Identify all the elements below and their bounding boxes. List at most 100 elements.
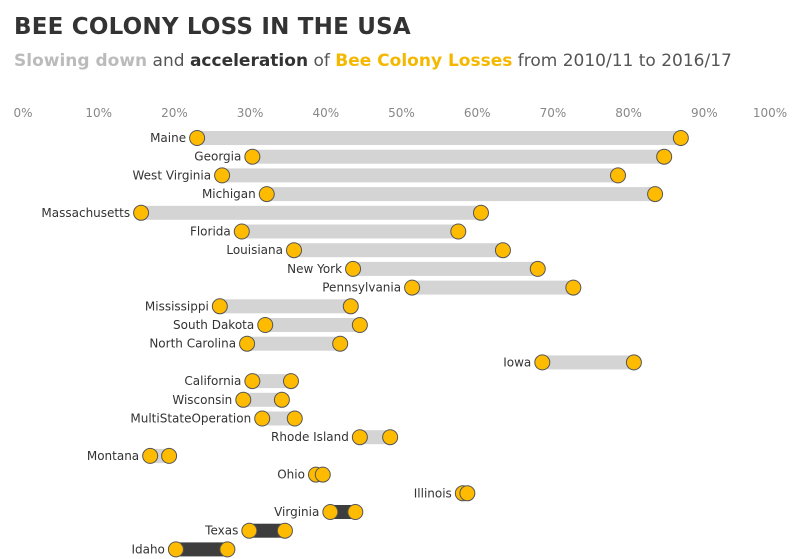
range-bar — [197, 131, 681, 145]
subtitle-text: and — [147, 51, 190, 71]
state-label: Maine — [150, 131, 186, 145]
x-tick-label: 100% — [753, 106, 787, 120]
range-bar — [359, 430, 391, 445]
state-label: Montana — [87, 449, 139, 463]
dot-2010-11 — [534, 354, 551, 371]
x-tick-label: 60% — [464, 106, 491, 120]
subtitle-slowing: Slowing down — [14, 51, 148, 71]
dot-2016-17 — [161, 447, 178, 464]
range-bar — [243, 392, 282, 407]
state-label: Pennsylvania — [322, 281, 401, 295]
dot-2016-17 — [273, 391, 290, 408]
dot-2010-11 — [258, 186, 275, 203]
state-label: Florida — [190, 225, 231, 239]
state-label: South Dakota — [173, 318, 254, 332]
dot-2010-11 — [257, 317, 274, 333]
dot-2016-17 — [610, 167, 627, 184]
state-label: Wisconsin — [172, 393, 232, 407]
dot-2016-17 — [332, 335, 349, 352]
x-tick-label: 40% — [312, 106, 339, 120]
dot-2010-11 — [239, 335, 256, 352]
state-label: MultiStateOperation — [130, 412, 251, 426]
dot-2010-11 — [404, 279, 421, 296]
x-tick-label: 0% — [13, 106, 32, 120]
dot-2016-17 — [167, 541, 184, 558]
state-label: Michigan — [202, 187, 256, 201]
range-bar — [241, 224, 459, 239]
dot-2010-11 — [286, 242, 303, 259]
subtitle-bee-losses: Bee Colony Losses — [335, 51, 513, 71]
dot-2010-11 — [133, 204, 150, 221]
subtitle-text: from 2010/11 to 2016/17 — [512, 51, 732, 71]
state-label: West Virginia — [133, 168, 212, 182]
dot-2010-11 — [351, 429, 368, 446]
dot-2016-17 — [656, 148, 673, 165]
dot-2010-11 — [211, 298, 228, 315]
state-label: Virginia — [274, 505, 319, 519]
state-label: Iowa — [503, 355, 531, 369]
range-bar — [247, 336, 341, 351]
state-label: Illinois — [414, 486, 452, 500]
subtitle-acceleration: acceleration — [189, 51, 309, 71]
dot-2010-11 — [244, 148, 261, 165]
dot-2016-17 — [286, 410, 303, 427]
dot-2010-11 — [254, 410, 271, 427]
x-tick-label: 30% — [237, 106, 264, 120]
range-bar — [262, 411, 295, 426]
state-label: Mississippi — [145, 299, 209, 313]
range-bar — [412, 280, 574, 295]
dot-2016-17 — [450, 223, 467, 240]
dot-2016-17 — [529, 260, 546, 277]
state-label: Georgia — [194, 150, 241, 164]
dot-2016-17 — [459, 485, 476, 502]
dot-2010-11 — [276, 522, 293, 539]
dot-2010-11 — [235, 391, 252, 408]
dot-2016-17 — [282, 373, 299, 390]
state-label: California — [184, 374, 241, 388]
range-bar — [252, 149, 665, 164]
dot-2010-11 — [142, 447, 159, 464]
state-label: Louisiana — [226, 243, 283, 257]
dot-2016-17 — [382, 429, 399, 446]
range-bar — [222, 168, 619, 183]
state-label: New York — [287, 262, 342, 276]
range-bar — [175, 542, 228, 557]
dot-2016-17 — [351, 317, 368, 333]
x-tick-label: 20% — [161, 106, 188, 120]
chart-title: BEE COLONY LOSS IN THE USA — [14, 14, 411, 40]
range-bar — [266, 187, 656, 202]
dot-2016-17 — [565, 279, 582, 296]
dot-2016-17 — [322, 504, 339, 520]
x-tick-label: 10% — [85, 106, 112, 120]
range-bar — [294, 243, 503, 258]
state-label: Rhode Island — [271, 430, 349, 444]
range-bar — [353, 261, 538, 276]
dot-2016-17 — [342, 298, 359, 315]
x-tick-label: 80% — [615, 106, 642, 120]
dot-2010-11 — [244, 373, 261, 390]
x-tick-label: 50% — [388, 106, 415, 120]
state-label: North Carolina — [149, 337, 236, 351]
dot-2016-17 — [672, 130, 689, 146]
dot-2016-17 — [472, 204, 489, 221]
state-label: Ohio — [277, 468, 305, 482]
range-bar — [265, 318, 360, 332]
dot-2010-11 — [233, 223, 250, 240]
x-tick-label: 70% — [540, 106, 567, 120]
chart-subtitle: Slowing down and acceleration of Bee Col… — [14, 51, 732, 71]
range-bar — [542, 355, 634, 370]
dot-2010-11 — [189, 130, 206, 146]
dot-2010-11 — [345, 260, 362, 277]
dot-2016-17 — [625, 354, 642, 371]
dot-2010-11 — [214, 167, 231, 184]
dot-2010-11 — [347, 504, 364, 520]
dot-2016-17 — [494, 242, 511, 259]
dot-2016-17 — [647, 186, 664, 203]
range-bar — [219, 299, 351, 314]
x-tick-label: 90% — [691, 106, 718, 120]
range-bar — [249, 523, 285, 538]
range-bar — [252, 374, 291, 389]
subtitle-text: of — [308, 51, 336, 71]
dot-2010-11 — [219, 541, 236, 558]
